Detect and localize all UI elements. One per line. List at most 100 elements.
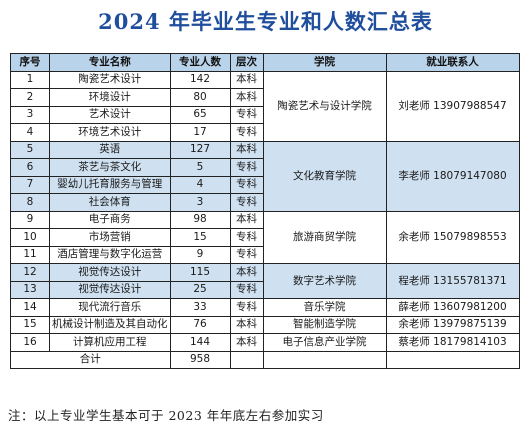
college-cell: 旅游商贸学院 bbox=[262, 210, 387, 264]
row-no: 1 bbox=[10, 70, 50, 89]
contact-cell: 薛老师 13607981200 bbox=[385, 298, 520, 317]
row-count: 65 bbox=[169, 105, 231, 124]
row-no: 13 bbox=[10, 280, 50, 299]
row-major: 社会体育 bbox=[49, 193, 171, 212]
row-count: 76 bbox=[169, 315, 231, 334]
row-level: 专科 bbox=[229, 280, 264, 299]
row-major: 婴幼儿托育服务与管理 bbox=[49, 175, 171, 194]
table-row: 8 社会体育 3 专科 bbox=[10, 193, 520, 212]
table-row: 14 现代流行音乐 33 专科 音乐学院 薛老师 13607981200 bbox=[10, 298, 520, 317]
header-contact: 就业联系人 bbox=[385, 53, 520, 72]
row-count: 98 bbox=[169, 210, 231, 229]
row-count: 4 bbox=[169, 175, 231, 194]
contact-cell: 余老师 15079898553 bbox=[385, 210, 520, 264]
graduates-table: 序号 专业名称 专业人数 层次 学院 就业联系人 1 陶瓷艺术设计 142 本科… bbox=[10, 53, 520, 369]
row-level: 专科 bbox=[229, 105, 264, 124]
total-empty-cell bbox=[385, 350, 520, 369]
row-major: 市场营销 bbox=[49, 228, 171, 247]
total-row: 合计 958 bbox=[10, 350, 520, 369]
row-no: 11 bbox=[10, 245, 50, 264]
row-no: 2 bbox=[10, 88, 50, 107]
row-no: 4 bbox=[10, 123, 50, 142]
contact-cell: 李老师 18079147080 bbox=[385, 140, 520, 212]
table-row: 16 计算机应用工程 144 本科 电子信息产业学院 蔡老师 181798141… bbox=[10, 333, 520, 352]
row-no: 10 bbox=[10, 228, 50, 247]
row-level: 本科 bbox=[229, 263, 264, 282]
college-cell: 陶瓷艺术与设计学院 bbox=[262, 70, 387, 142]
header-college: 学院 bbox=[262, 53, 387, 72]
row-count: 17 bbox=[169, 123, 231, 142]
table-row: 11 酒店管理与数字化运营 9 专科 bbox=[10, 245, 520, 264]
row-no: 16 bbox=[10, 333, 50, 352]
row-no: 12 bbox=[10, 263, 50, 282]
row-no: 7 bbox=[10, 175, 50, 194]
row-count: 33 bbox=[169, 298, 231, 317]
college-cell: 智能制造学院 bbox=[262, 315, 387, 334]
footnote: 注：以上专业学生基本可于 2023 年年底左右参加实习 bbox=[8, 408, 324, 423]
table-row: 5 英语 127 本科 文化教育学院 李老师 18079147080 bbox=[10, 140, 520, 212]
row-major: 机械设计制造及其自动化 bbox=[49, 315, 171, 334]
row-level: 本科 bbox=[229, 333, 264, 352]
row-no: 14 bbox=[10, 298, 50, 317]
header-level: 层次 bbox=[229, 53, 264, 72]
college-cell: 电子信息产业学院 bbox=[262, 333, 387, 352]
table-row: 1 陶瓷艺术设计 142 本科 陶瓷艺术与设计学院 刘老师 1390798854… bbox=[10, 70, 520, 142]
contact-cell: 余老师 13979875139 bbox=[385, 315, 520, 334]
header-no: 序号 bbox=[10, 53, 50, 72]
college-cell: 数字艺术学院 bbox=[262, 263, 387, 299]
total-empty-cell bbox=[262, 350, 387, 369]
table-row: 7 婴幼儿托育服务与管理 4 专科 bbox=[10, 175, 520, 194]
header-count: 专业人数 bbox=[169, 53, 231, 72]
row-major: 计算机应用工程 bbox=[49, 333, 171, 352]
row-count: 5 bbox=[169, 158, 231, 177]
total-value: 958 bbox=[169, 350, 231, 369]
row-major: 艺术设计 bbox=[49, 105, 171, 124]
row-count: 3 bbox=[169, 193, 231, 212]
total-empty-cell bbox=[229, 350, 264, 369]
row-level: 专科 bbox=[229, 245, 264, 264]
total-label: 合计 bbox=[10, 350, 171, 369]
page-title: 2024 年毕业生专业和人数汇总表 bbox=[98, 9, 433, 34]
contact-cell: 刘老师 13907988547 bbox=[385, 70, 520, 142]
table-header-row: 序号 专业名称 专业人数 层次 学院 就业联系人 bbox=[10, 53, 520, 72]
row-major: 环境设计 bbox=[49, 88, 171, 107]
row-level: 专科 bbox=[229, 193, 264, 212]
table-row: 15 机械设计制造及其自动化 76 本科 智能制造学院 余老师 13979875… bbox=[10, 315, 520, 334]
row-major: 视觉传达设计 bbox=[49, 263, 171, 282]
row-count: 115 bbox=[169, 263, 231, 282]
row-major: 陶瓷艺术设计 bbox=[49, 70, 171, 89]
row-no: 8 bbox=[10, 193, 50, 212]
row-count: 25 bbox=[169, 280, 231, 299]
row-no: 5 bbox=[10, 140, 50, 159]
row-count: 9 bbox=[169, 245, 231, 264]
row-level: 专科 bbox=[229, 123, 264, 142]
college-cell: 文化教育学院 bbox=[262, 140, 387, 212]
row-level: 专科 bbox=[229, 298, 264, 317]
row-major: 英语 bbox=[49, 140, 171, 159]
row-count: 127 bbox=[169, 140, 231, 159]
row-level: 本科 bbox=[229, 210, 264, 229]
row-major: 视觉传达设计 bbox=[49, 280, 171, 299]
row-no: 9 bbox=[10, 210, 50, 229]
row-level: 专科 bbox=[229, 175, 264, 194]
row-count: 15 bbox=[169, 228, 231, 247]
row-level: 本科 bbox=[229, 140, 264, 159]
row-no: 15 bbox=[10, 315, 50, 334]
row-no: 3 bbox=[10, 105, 50, 124]
row-level: 本科 bbox=[229, 70, 264, 89]
row-major: 茶艺与茶文化 bbox=[49, 158, 171, 177]
contact-cell: 程老师 13155781371 bbox=[385, 263, 520, 299]
row-level: 本科 bbox=[229, 88, 264, 107]
row-major: 现代流行音乐 bbox=[49, 298, 171, 317]
row-count: 80 bbox=[169, 88, 231, 107]
row-major: 环境艺术设计 bbox=[49, 123, 171, 142]
row-count: 142 bbox=[169, 70, 231, 89]
contact-cell: 蔡老师 18179814103 bbox=[385, 333, 520, 352]
table-row: 12 视觉传达设计 115 本科 数字艺术学院 程老师 13155781371 bbox=[10, 263, 520, 299]
header-major: 专业名称 bbox=[49, 53, 171, 72]
table-row: 9 电子商务 98 本科 旅游商贸学院 余老师 15079898553 bbox=[10, 210, 520, 264]
row-major: 电子商务 bbox=[49, 210, 171, 229]
row-level: 专科 bbox=[229, 228, 264, 247]
college-cell: 音乐学院 bbox=[262, 298, 387, 317]
table-row: 13 视觉传达设计 25 专科 bbox=[10, 280, 520, 299]
